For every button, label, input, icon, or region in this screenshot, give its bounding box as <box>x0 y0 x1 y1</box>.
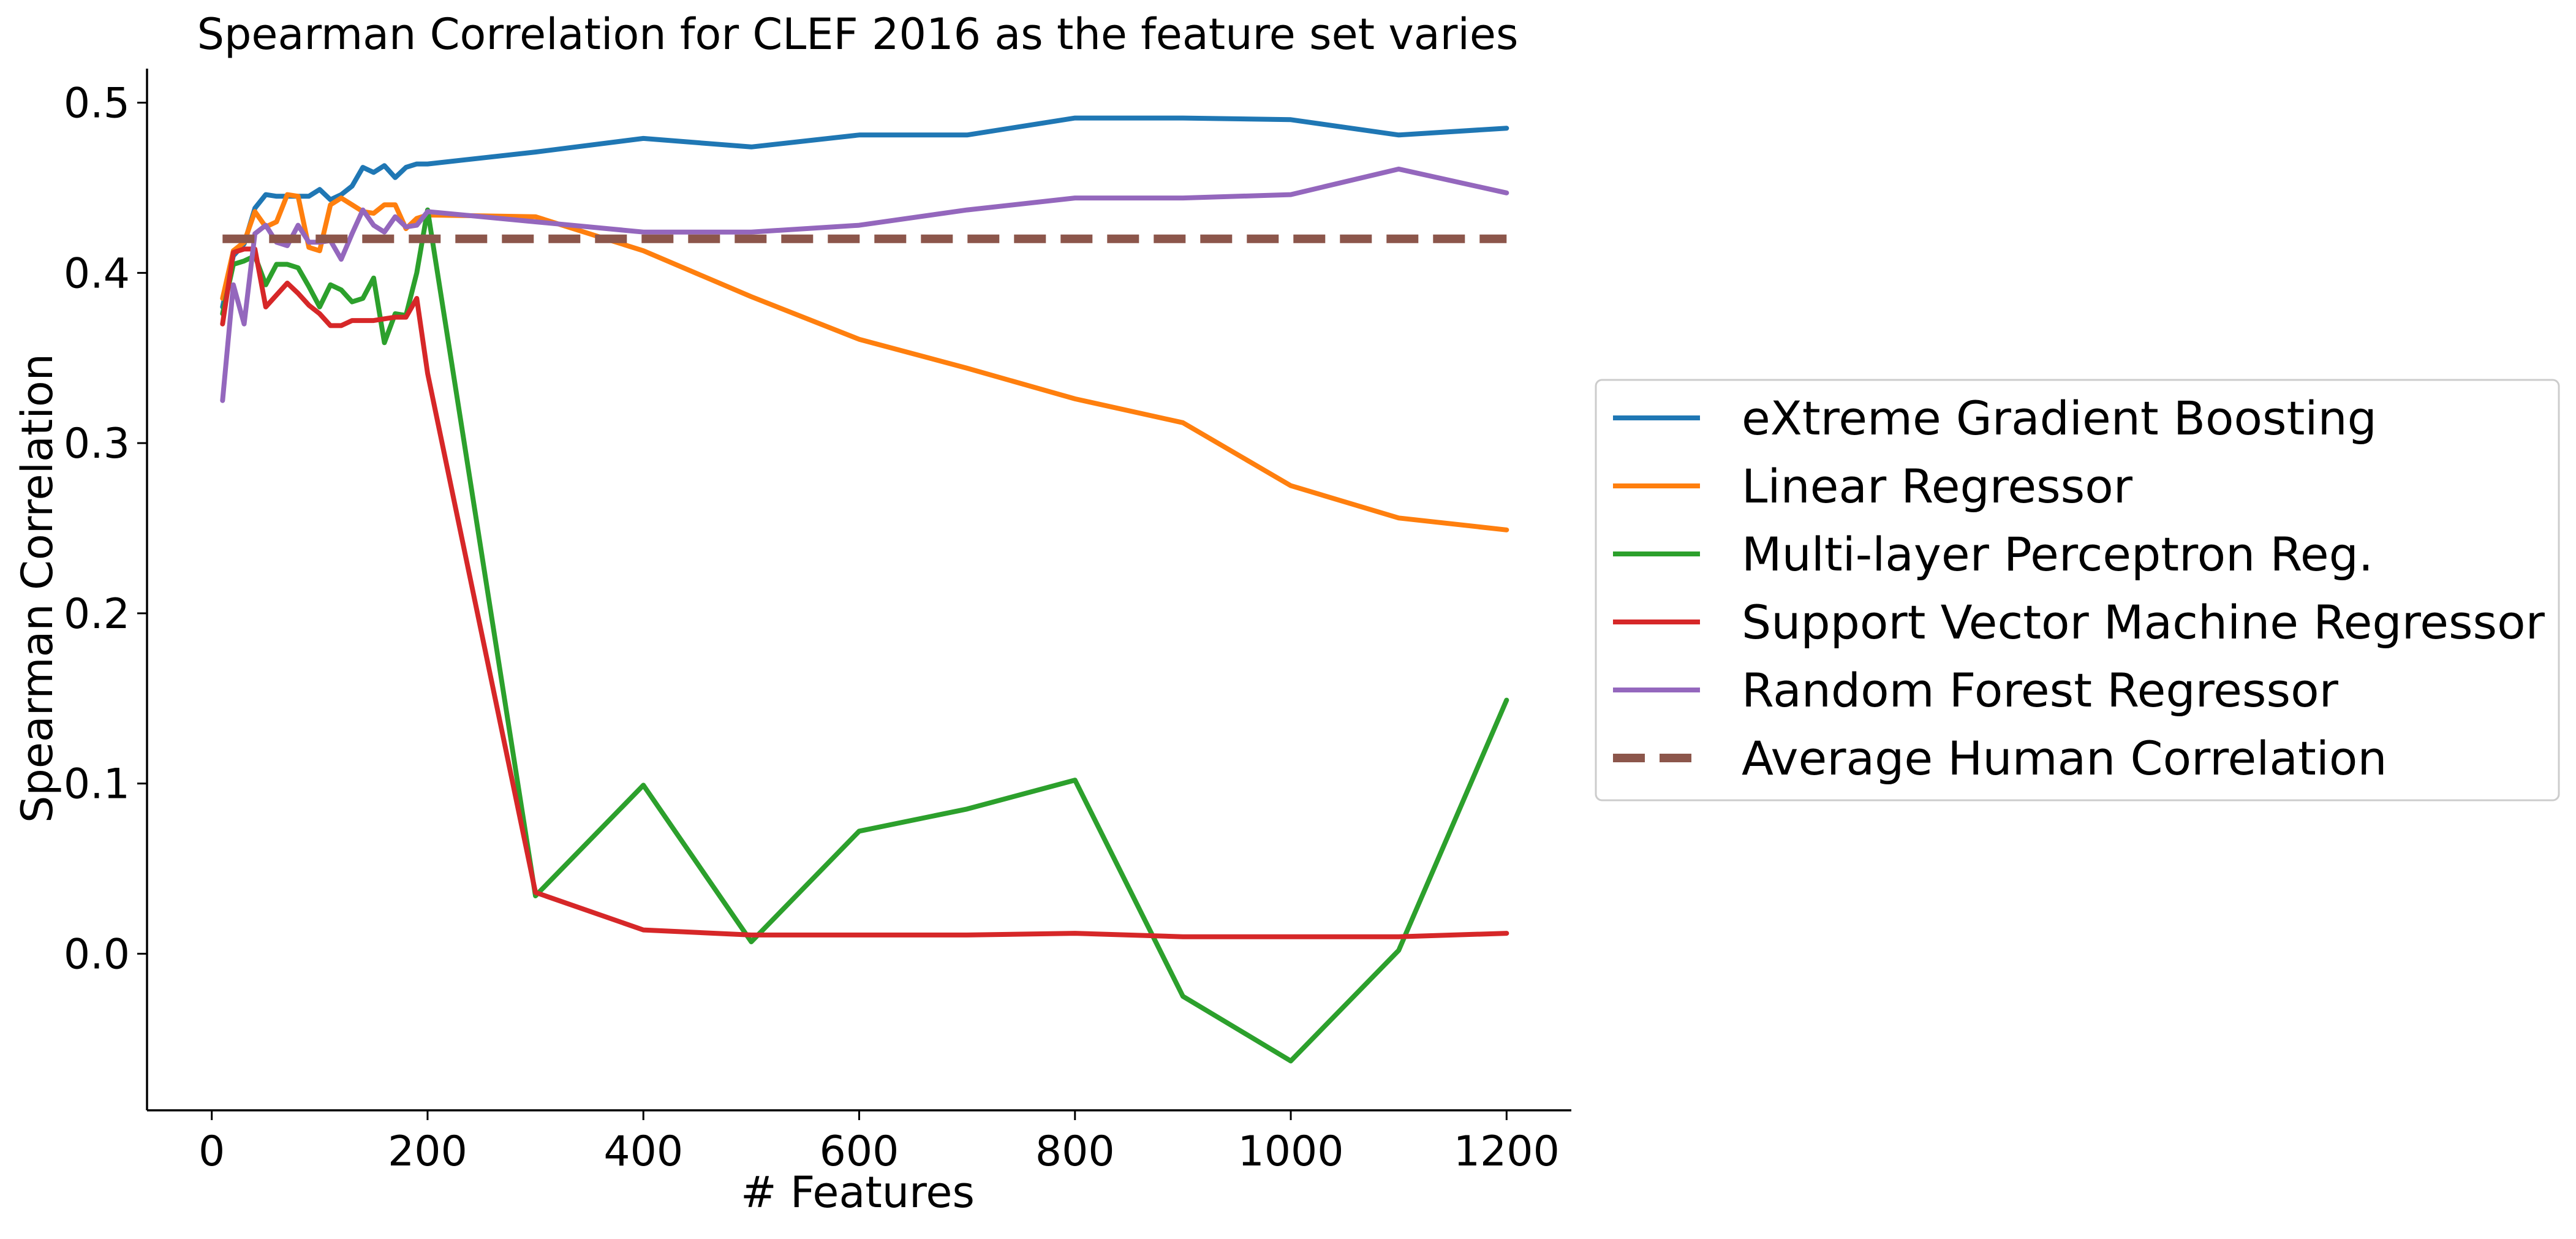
legend-label: Support Vector Machine Regressor <box>1742 595 2545 650</box>
x-tick-label: 1200 <box>1454 1127 1560 1176</box>
legend-label: Linear Regressor <box>1742 459 2133 513</box>
x-tick-label: 600 <box>820 1127 899 1176</box>
chart-title: Spearman Correlation for CLEF 2016 as th… <box>197 9 1519 59</box>
y-axis-ticks: 0.0 0.1 0.2 0.3 0.4 0.5 <box>64 80 147 979</box>
x-tick-label: 200 <box>388 1127 467 1176</box>
series-line-0 <box>220 115 1509 309</box>
legend-label: Random Forest Regressor <box>1742 663 2339 718</box>
series-line-3 <box>220 246 1509 939</box>
x-tick-label: 0 <box>198 1127 225 1176</box>
y-axis-label: Spearman Correlation <box>12 354 62 823</box>
x-tick-label: 1000 <box>1238 1127 1344 1176</box>
legend-label: eXtreme Gradient Boosting <box>1742 391 2377 445</box>
x-axis-ticks: 0 200 400 600 800 1000 1200 <box>198 1110 1560 1176</box>
y-tick-label: 0.3 <box>64 420 130 468</box>
y-tick-label: 0.4 <box>64 249 130 298</box>
legend-label: Multi-layer Perceptron Reg. <box>1742 527 2373 582</box>
y-tick-label: 0.1 <box>64 760 130 809</box>
x-tick-label: 800 <box>1035 1127 1115 1176</box>
y-tick-label: 0.0 <box>64 930 130 979</box>
y-tick-label: 0.5 <box>64 80 130 128</box>
series-line-2 <box>220 207 1509 1064</box>
legend-label: Average Human Correlation <box>1742 731 2387 786</box>
series-layer <box>220 115 1509 1064</box>
x-tick-label: 400 <box>603 1127 683 1176</box>
legend: eXtreme Gradient Boosting Linear Regresso… <box>1595 379 2560 801</box>
y-tick-label: 0.2 <box>64 590 130 638</box>
series-line-1 <box>220 192 1509 532</box>
legend-frame <box>1595 379 2560 801</box>
x-axis-label: # Features <box>741 1167 975 1218</box>
